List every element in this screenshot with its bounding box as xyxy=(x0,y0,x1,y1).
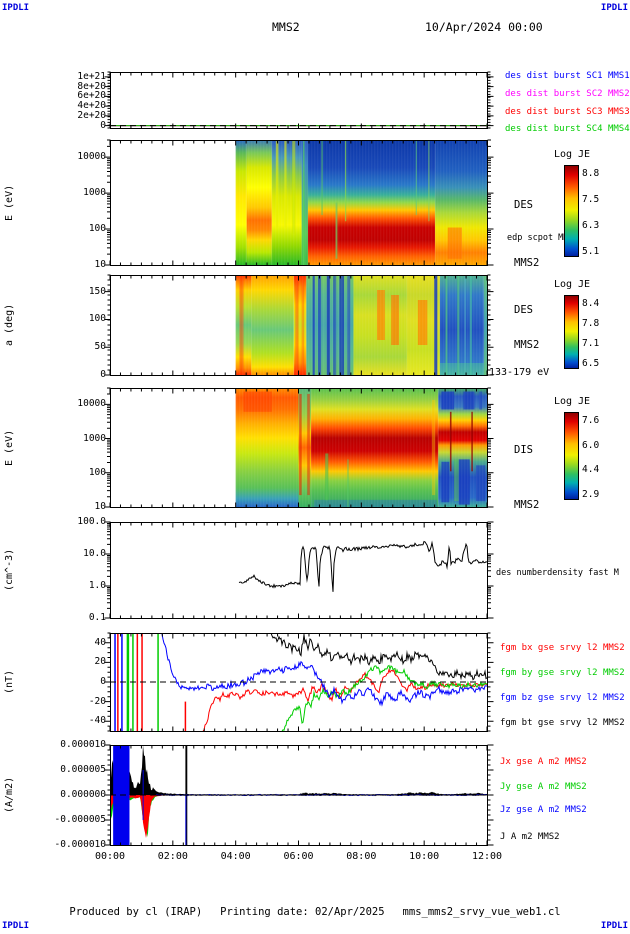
panel-right-label: fgm by gse srvy l2 MMS2 xyxy=(500,668,625,679)
y-axis-unit-label: (cm^-3) xyxy=(4,548,15,592)
x-tick-label: 02:00 xyxy=(157,851,188,862)
colorbar-tick-label: 6.3 xyxy=(582,220,600,231)
y-tick-label: 100 xyxy=(88,223,106,235)
y-tick-label: -40 xyxy=(88,715,106,727)
panel-right-label: fgm bt gse srvy l2 MMS2 xyxy=(500,718,625,729)
panel-right-label: 133-179 eV xyxy=(489,367,550,378)
colorbar xyxy=(564,295,579,369)
y-tick-label: 150 xyxy=(88,285,106,297)
footer-filename: mms_mms2_srvy_vue_web1.cl xyxy=(402,906,561,918)
colorbar-tick-label: 7.5 xyxy=(582,194,600,205)
colorbar-tick-label: 6.5 xyxy=(582,358,600,369)
x-tick-label: 08:00 xyxy=(346,851,377,862)
colorbar-title: Log JE xyxy=(553,279,591,290)
footer-produced-by: Produced by cl (IRAP) xyxy=(69,906,203,918)
y-axis-unit-label: (nT) xyxy=(4,669,15,695)
x-tick-label: 06:00 xyxy=(283,851,314,862)
panel-right-label: DES xyxy=(514,304,533,316)
y-tick-label: 1e+21 xyxy=(77,70,106,82)
x-tick-label: 00:00 xyxy=(94,851,126,862)
panel-right-label: Jx gse A m2 MMS2 xyxy=(500,757,587,767)
y-tick-label: 10 xyxy=(94,501,106,512)
colorbar-title: Log JE xyxy=(553,149,591,160)
y-tick-label: 0.000010 xyxy=(60,739,106,750)
panel-right-label: Jz gse A m2 MMS2 xyxy=(500,805,587,815)
y-tick-label: 0.000005 xyxy=(60,764,106,775)
y-tick-label: 1000 xyxy=(83,432,106,444)
y-tick-label: 0.000000 xyxy=(60,789,106,800)
page-datetime: 10/Apr/2024 00:00 xyxy=(425,20,543,34)
y-tick-label: 0 xyxy=(100,119,106,131)
y-tick-label: 100 xyxy=(88,466,106,478)
y-tick-label: 0.1 xyxy=(88,612,106,623)
x-tick-label: 10:00 xyxy=(409,851,440,862)
colorbar-tick-label: 7.6 xyxy=(582,415,600,426)
y-axis-unit-label: E (eV) xyxy=(4,429,15,466)
footer: Produced by cl (IRAP) Printing date: 02/A… xyxy=(0,906,630,918)
y-axis-unit-label: a (deg) xyxy=(4,303,15,347)
y-tick-label: 10000 xyxy=(77,151,106,163)
colorbar-tick-label: 8.8 xyxy=(582,168,600,179)
y-tick-label: -20 xyxy=(88,695,106,707)
y-tick-label: -0.000010 xyxy=(54,839,106,850)
panel-right-label: DIS xyxy=(514,443,533,456)
panel-right-label: DES xyxy=(514,199,533,211)
y-tick-label: 4e+20 xyxy=(77,100,106,112)
y-tick-label: 50 xyxy=(94,341,106,353)
panel-right-label: MMS2 xyxy=(514,498,540,511)
panel-right-label: MMS2 xyxy=(514,339,540,351)
y-tick-label: -0.000005 xyxy=(54,814,106,825)
y-tick-label: 6e+20 xyxy=(77,90,106,102)
y-tick-label: 1.0 xyxy=(88,580,106,591)
panel-right-label: des dist burst SC4 MMS4 xyxy=(505,124,630,135)
y-axis-unit-label: (A/m2) xyxy=(4,776,15,814)
x-tick-label: 12:00 xyxy=(471,851,503,862)
colorbar-tick-label: 7.8 xyxy=(582,318,600,329)
colorbar-tick-label: 8.4 xyxy=(582,298,600,309)
y-tick-label: 10000 xyxy=(77,398,106,410)
panel-right-label: des dist burst SC3 MMS3 xyxy=(505,106,630,117)
colorbar-tick-label: 6.0 xyxy=(582,439,600,451)
panel-right-label: des dist burst SC2 MMS2 xyxy=(505,88,630,99)
colorbar xyxy=(564,412,579,500)
y-tick-label: 40 xyxy=(94,636,106,648)
y-tick-label: 0 xyxy=(100,676,106,687)
panel-right-label: des numberdensity fast M xyxy=(496,567,619,578)
x-tick-label: 04:00 xyxy=(220,851,251,862)
colorbar xyxy=(564,165,579,257)
y-tick-label: 10 xyxy=(94,259,106,270)
colorbar-tick-label: 2.9 xyxy=(582,489,600,500)
colorbar-tick-label: 7.1 xyxy=(582,338,600,349)
y-axis-unit-label: E (eV) xyxy=(4,184,15,221)
panel-right-label: fgm bz gse srvy l2 MMS2 xyxy=(500,692,625,703)
corner-logo-top-left: IPDLI xyxy=(2,3,30,13)
corner-logo-bottom-right: IPDLI xyxy=(600,921,628,931)
colorbar-tick-label: 5.1 xyxy=(582,246,600,257)
y-tick-label: 100 xyxy=(88,313,106,325)
page-title: MMS2 xyxy=(272,20,300,34)
corner-logo-top-right: IPDLI xyxy=(600,3,628,13)
panel-right-label: J A m2 MMS2 xyxy=(500,832,560,842)
footer-printing-date: Printing date: 02/Apr/2025 xyxy=(220,906,385,918)
colorbar-title: Log JE xyxy=(553,396,591,407)
colorbar-tick-label: 4.4 xyxy=(582,464,600,476)
panel-right-label: fgm bx gse srvy l2 MMS2 xyxy=(500,642,625,653)
y-tick-label: 8e+20 xyxy=(77,80,106,92)
y-tick-label: 2e+20 xyxy=(77,109,106,121)
corner-logo-bottom-left: IPDLI xyxy=(2,921,30,931)
y-tick-label: 10.0 xyxy=(83,548,106,559)
y-tick-label: 100.0 xyxy=(77,516,106,527)
panel-right-label: edp scpot MMS2 xyxy=(507,232,579,243)
y-tick-label: 1000 xyxy=(83,187,106,199)
y-tick-label: 20 xyxy=(94,656,106,668)
y-tick-label: 0 xyxy=(100,369,106,380)
panel-right-label: Jy gse A m2 MMS2 xyxy=(500,782,587,792)
panel-right-label: MMS2 xyxy=(514,256,540,269)
panel-right-label: des dist burst SC1 MMS1 xyxy=(505,70,630,81)
